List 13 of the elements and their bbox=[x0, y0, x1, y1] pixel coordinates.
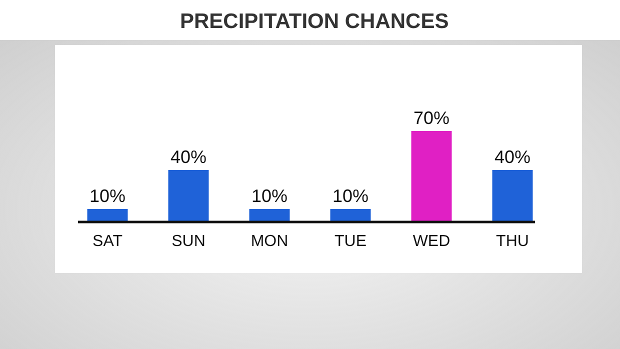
x-tick-label: MON bbox=[250, 233, 288, 250]
x-tick-label: SUN bbox=[172, 233, 206, 250]
x-tick-label: TUE bbox=[334, 233, 366, 250]
data-label: 40% bbox=[494, 147, 531, 167]
x-tick-label: WED bbox=[412, 233, 450, 250]
data-label: 40% bbox=[170, 147, 207, 167]
x-tick-label: THU bbox=[496, 233, 529, 250]
x-tick-label: SAT bbox=[92, 233, 123, 250]
data-label: 10% bbox=[332, 186, 369, 206]
data-label: 10% bbox=[251, 186, 288, 206]
data-label: 10% bbox=[89, 186, 126, 206]
data-label: 70% bbox=[413, 108, 450, 128]
chart-title: PRECIPITATION CHANCES bbox=[180, 10, 449, 33]
